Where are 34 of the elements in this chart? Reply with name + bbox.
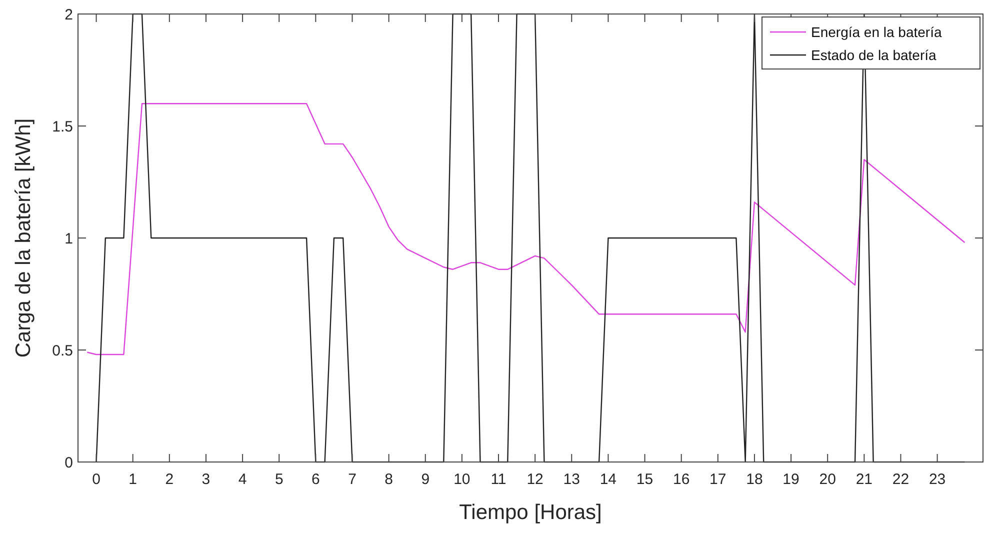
x-tick-label: 19 — [782, 471, 800, 488]
x-tick-label: 3 — [202, 471, 210, 488]
x-tick-label: 9 — [421, 471, 430, 488]
y-axis-title: Carga de la batería [kWh] — [12, 118, 35, 358]
x-tick-label: 0 — [92, 471, 100, 488]
x-tick-label: 21 — [856, 471, 873, 488]
x-axis-title: Tiempo [Horas] — [459, 501, 602, 524]
x-tick-label: 2 — [165, 471, 174, 488]
y-tick-label: 1 — [64, 230, 73, 248]
x-tick-label: 18 — [746, 471, 763, 488]
y-tick-label: 0 — [64, 454, 73, 472]
y-tick-label: 0.5 — [52, 342, 73, 360]
x-tick-label: 20 — [819, 471, 836, 488]
x-tick-label: 10 — [454, 471, 470, 488]
x-tick-label: 22 — [892, 471, 910, 488]
x-tick-label: 6 — [312, 471, 320, 488]
x-tick-label: 1 — [128, 471, 138, 488]
x-tick-label: 5 — [274, 471, 284, 488]
x-tick-label: 8 — [384, 471, 393, 488]
x-tick-label: 4 — [238, 471, 247, 488]
legend-label: Estado de la batería — [811, 46, 937, 63]
y-tick-label: 1.5 — [52, 118, 73, 136]
x-tick-label: 15 — [636, 471, 654, 488]
x-tick-label: 16 — [672, 471, 690, 488]
x-tick-label: 12 — [526, 471, 544, 488]
x-tick-label: 17 — [710, 471, 726, 488]
x-tick-label: 13 — [563, 471, 580, 488]
x-tick-label: 23 — [928, 471, 946, 488]
y-tick-label: 2 — [64, 6, 73, 24]
line-series — [86, 103, 966, 356]
x-tick-label: 7 — [348, 471, 356, 488]
x-tick-label: 14 — [600, 471, 617, 488]
legend-label: Energía en la batería — [811, 24, 942, 40]
x-tick-label: 11 — [490, 471, 506, 488]
